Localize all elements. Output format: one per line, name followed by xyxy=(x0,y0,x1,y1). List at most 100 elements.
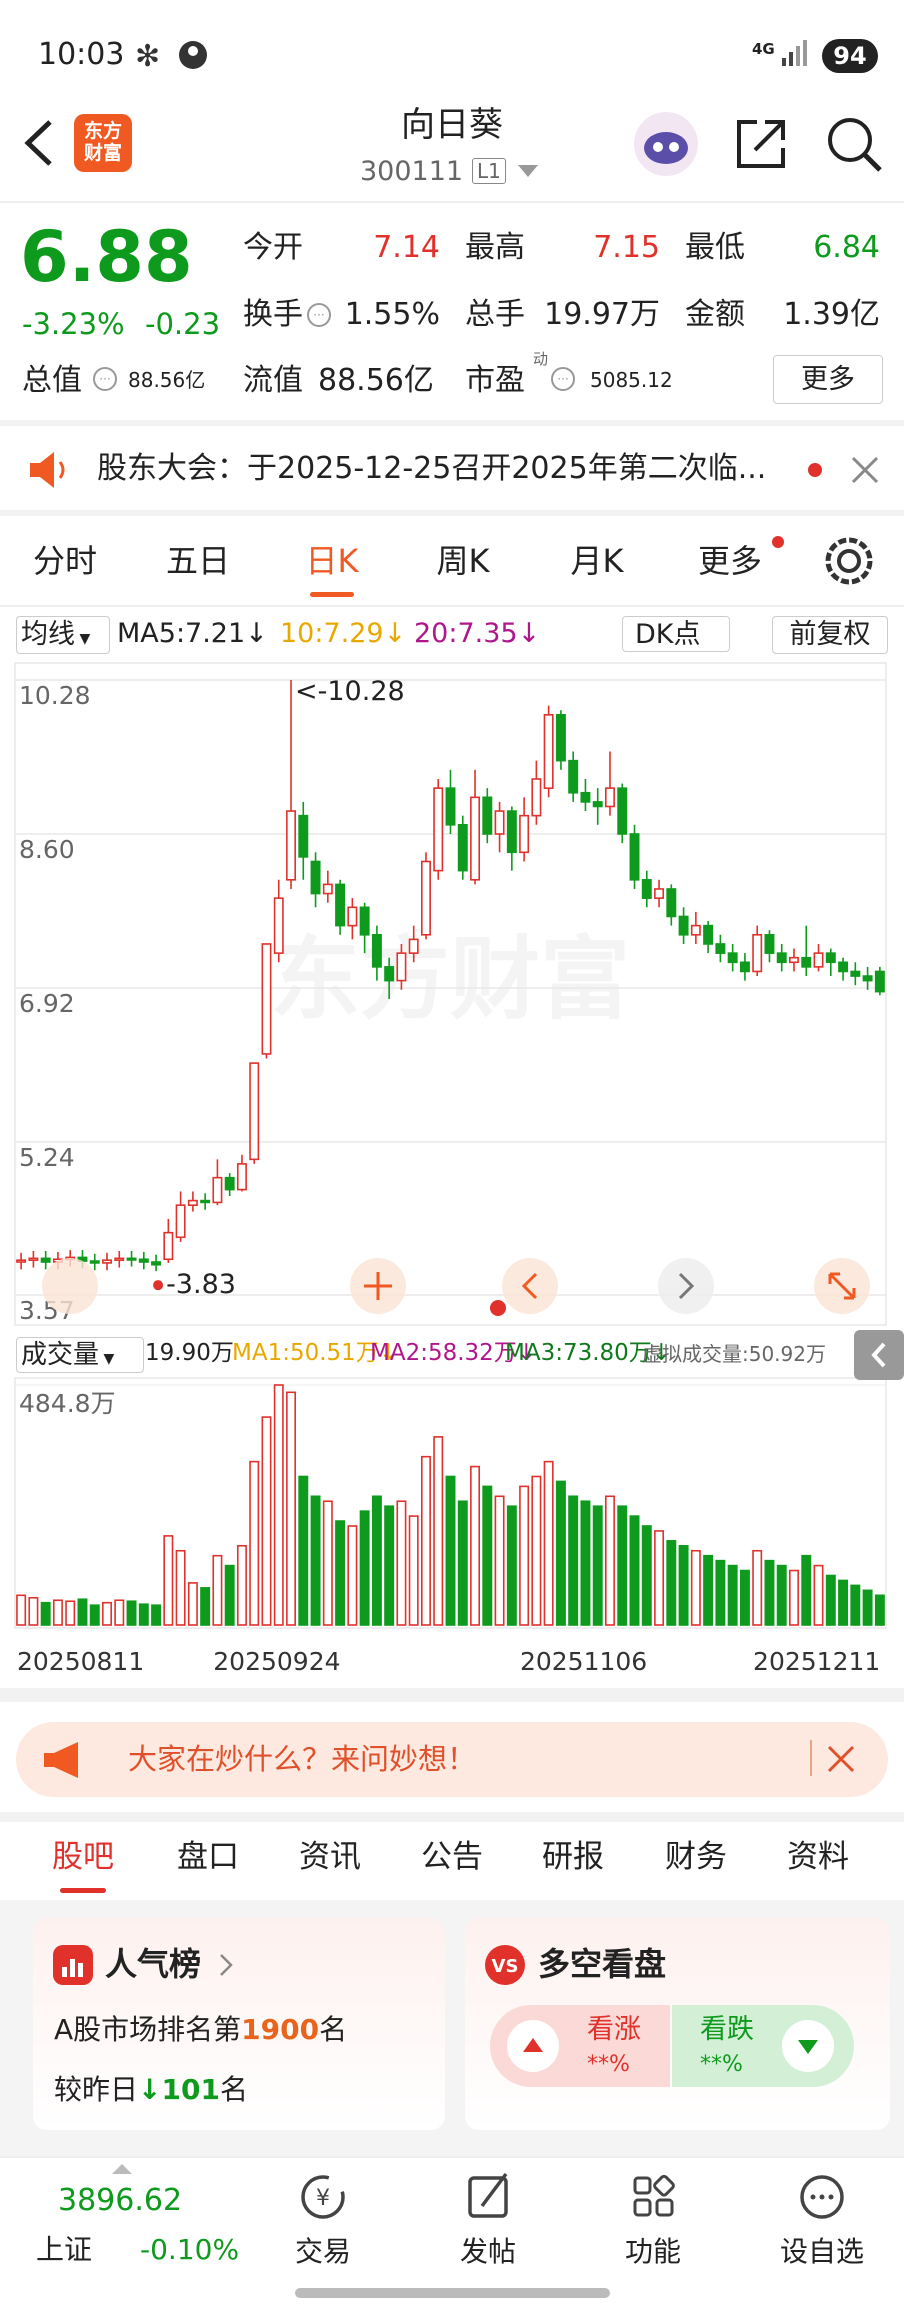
ai-banner[interactable] xyxy=(16,1722,888,1797)
candle-body xyxy=(445,787,456,826)
ma-selector[interactable]: 均线 ▼ xyxy=(16,616,110,654)
close-notice[interactable] xyxy=(850,455,880,485)
volume-bar xyxy=(457,1500,468,1626)
nav-label[interactable]: 发帖 xyxy=(459,2235,516,2268)
candle-body xyxy=(482,796,493,835)
svg-text:···: ··· xyxy=(99,372,110,386)
volume-ma2: MA2:58.32万↓ xyxy=(370,1340,537,1366)
volume-bar xyxy=(580,1500,591,1626)
chart-tab[interactable]: 周K xyxy=(436,542,490,580)
candle-body xyxy=(28,1257,39,1261)
volume-bar xyxy=(850,1584,861,1626)
volume-bar xyxy=(359,1510,370,1626)
notice-text[interactable]: 股东大会：于2025-12-25召开2025年第二次临... xyxy=(97,451,767,486)
nav-label[interactable]: 交易 xyxy=(294,2235,351,2268)
candle-body xyxy=(678,915,689,936)
volume-bar xyxy=(77,1598,88,1626)
volume-bar xyxy=(629,1515,640,1626)
close-banner[interactable] xyxy=(826,1744,856,1774)
section-tab[interactable]: 研报 xyxy=(542,1839,604,1875)
volume-bar xyxy=(862,1589,873,1626)
control-button[interactable] xyxy=(42,1258,98,1314)
last-price: 6.88 xyxy=(20,216,193,298)
chart-tab[interactable]: 日K xyxy=(305,542,359,580)
section-tab[interactable]: 资讯 xyxy=(299,1839,361,1875)
dk-button[interactable]: DK点 xyxy=(622,616,730,652)
chart-tab[interactable]: 分时 xyxy=(32,542,97,580)
settings-button[interactable] xyxy=(822,534,876,588)
candle-body xyxy=(212,1176,223,1204)
field-label: 今开 xyxy=(243,230,303,265)
chart-tab[interactable]: 月K xyxy=(570,542,624,580)
info-icon[interactable]: ··· xyxy=(550,366,576,392)
section-tab[interactable]: 盘口 xyxy=(177,1839,239,1875)
volume-bar xyxy=(298,1475,309,1626)
field-label: 总手 xyxy=(465,297,525,332)
candle-body xyxy=(175,1204,186,1239)
volume-bar xyxy=(347,1525,358,1626)
field-label: 换手 xyxy=(243,297,303,332)
section-tab[interactable]: 股吧 xyxy=(52,1839,114,1875)
index-value[interactable]: 3896.62 xyxy=(58,2183,183,2218)
field-value: 88.56亿 xyxy=(128,368,206,392)
field-value: 19.97万 xyxy=(544,297,660,332)
bear-label: 看跌 xyxy=(700,2014,754,2045)
candle-body xyxy=(825,952,836,964)
banner-text[interactable]: 大家在炒什么？来问妙想！ xyxy=(128,1742,477,1776)
more-button[interactable]: 更多 xyxy=(773,355,883,404)
field-label: 金额 xyxy=(685,297,745,332)
volume-bar xyxy=(175,1549,186,1626)
candle-body xyxy=(666,888,677,918)
nav-label[interactable]: 设自选 xyxy=(779,2235,864,2268)
change-pct: -3.23% xyxy=(22,307,125,341)
section-tab[interactable]: 财务 xyxy=(665,1839,727,1875)
candle-body xyxy=(457,824,468,872)
marker-dot xyxy=(490,1300,506,1316)
field-value: 6.84 xyxy=(813,230,880,265)
volume-bar xyxy=(200,1587,211,1626)
unread-dot xyxy=(808,463,822,477)
info-icon[interactable]: ··· xyxy=(306,302,332,328)
candle-body xyxy=(16,1259,27,1263)
collapse-button[interactable] xyxy=(854,1330,904,1380)
scroll-right[interactable] xyxy=(658,1258,714,1314)
volume-bar xyxy=(690,1549,701,1626)
adjust-button[interactable]: 前复权 xyxy=(772,616,888,654)
candle-body xyxy=(187,1199,198,1206)
section-tab[interactable]: 资料 xyxy=(787,1839,849,1875)
volume-bar xyxy=(482,1485,493,1626)
volume-bar xyxy=(727,1564,738,1626)
volume-bar xyxy=(555,1480,566,1626)
low-dot xyxy=(153,1280,164,1291)
volume-current: 19.90万 xyxy=(145,1340,234,1366)
candle-body xyxy=(690,924,701,936)
chart-tab[interactable]: 五日 xyxy=(165,542,230,580)
chart-tab[interactable]: 更多 xyxy=(697,542,762,580)
svg-text:···: ··· xyxy=(313,308,324,322)
popularity-card[interactable] xyxy=(33,1918,445,2130)
share-button[interactable] xyxy=(735,116,787,170)
candle-body xyxy=(371,933,382,968)
field-label: 市盈 xyxy=(465,363,525,398)
candle-body xyxy=(703,924,714,945)
candle-body xyxy=(764,933,775,954)
bull-icon xyxy=(507,2020,559,2072)
assistant-avatar[interactable] xyxy=(632,110,700,178)
nav-label[interactable]: 功能 xyxy=(624,2235,681,2268)
candle-body xyxy=(249,1062,260,1161)
dropdown-icon[interactable] xyxy=(518,165,538,179)
candle-body xyxy=(114,1257,125,1261)
back-button[interactable] xyxy=(18,118,58,168)
volume-selector[interactable]: 成交量 ▼ xyxy=(16,1337,144,1373)
scroll-left[interactable] xyxy=(502,1258,558,1314)
info-icon[interactable]: ··· xyxy=(92,366,118,392)
candle-body xyxy=(838,961,849,973)
section-tab[interactable]: 公告 xyxy=(421,1839,483,1875)
candle-body xyxy=(519,814,530,854)
candle-body xyxy=(200,1199,211,1204)
search-button[interactable] xyxy=(824,114,884,174)
volume-bar xyxy=(187,1582,198,1626)
tab-underline xyxy=(60,1888,106,1893)
volume-bar xyxy=(703,1554,714,1626)
bear-pct: **% xyxy=(700,2052,743,2077)
